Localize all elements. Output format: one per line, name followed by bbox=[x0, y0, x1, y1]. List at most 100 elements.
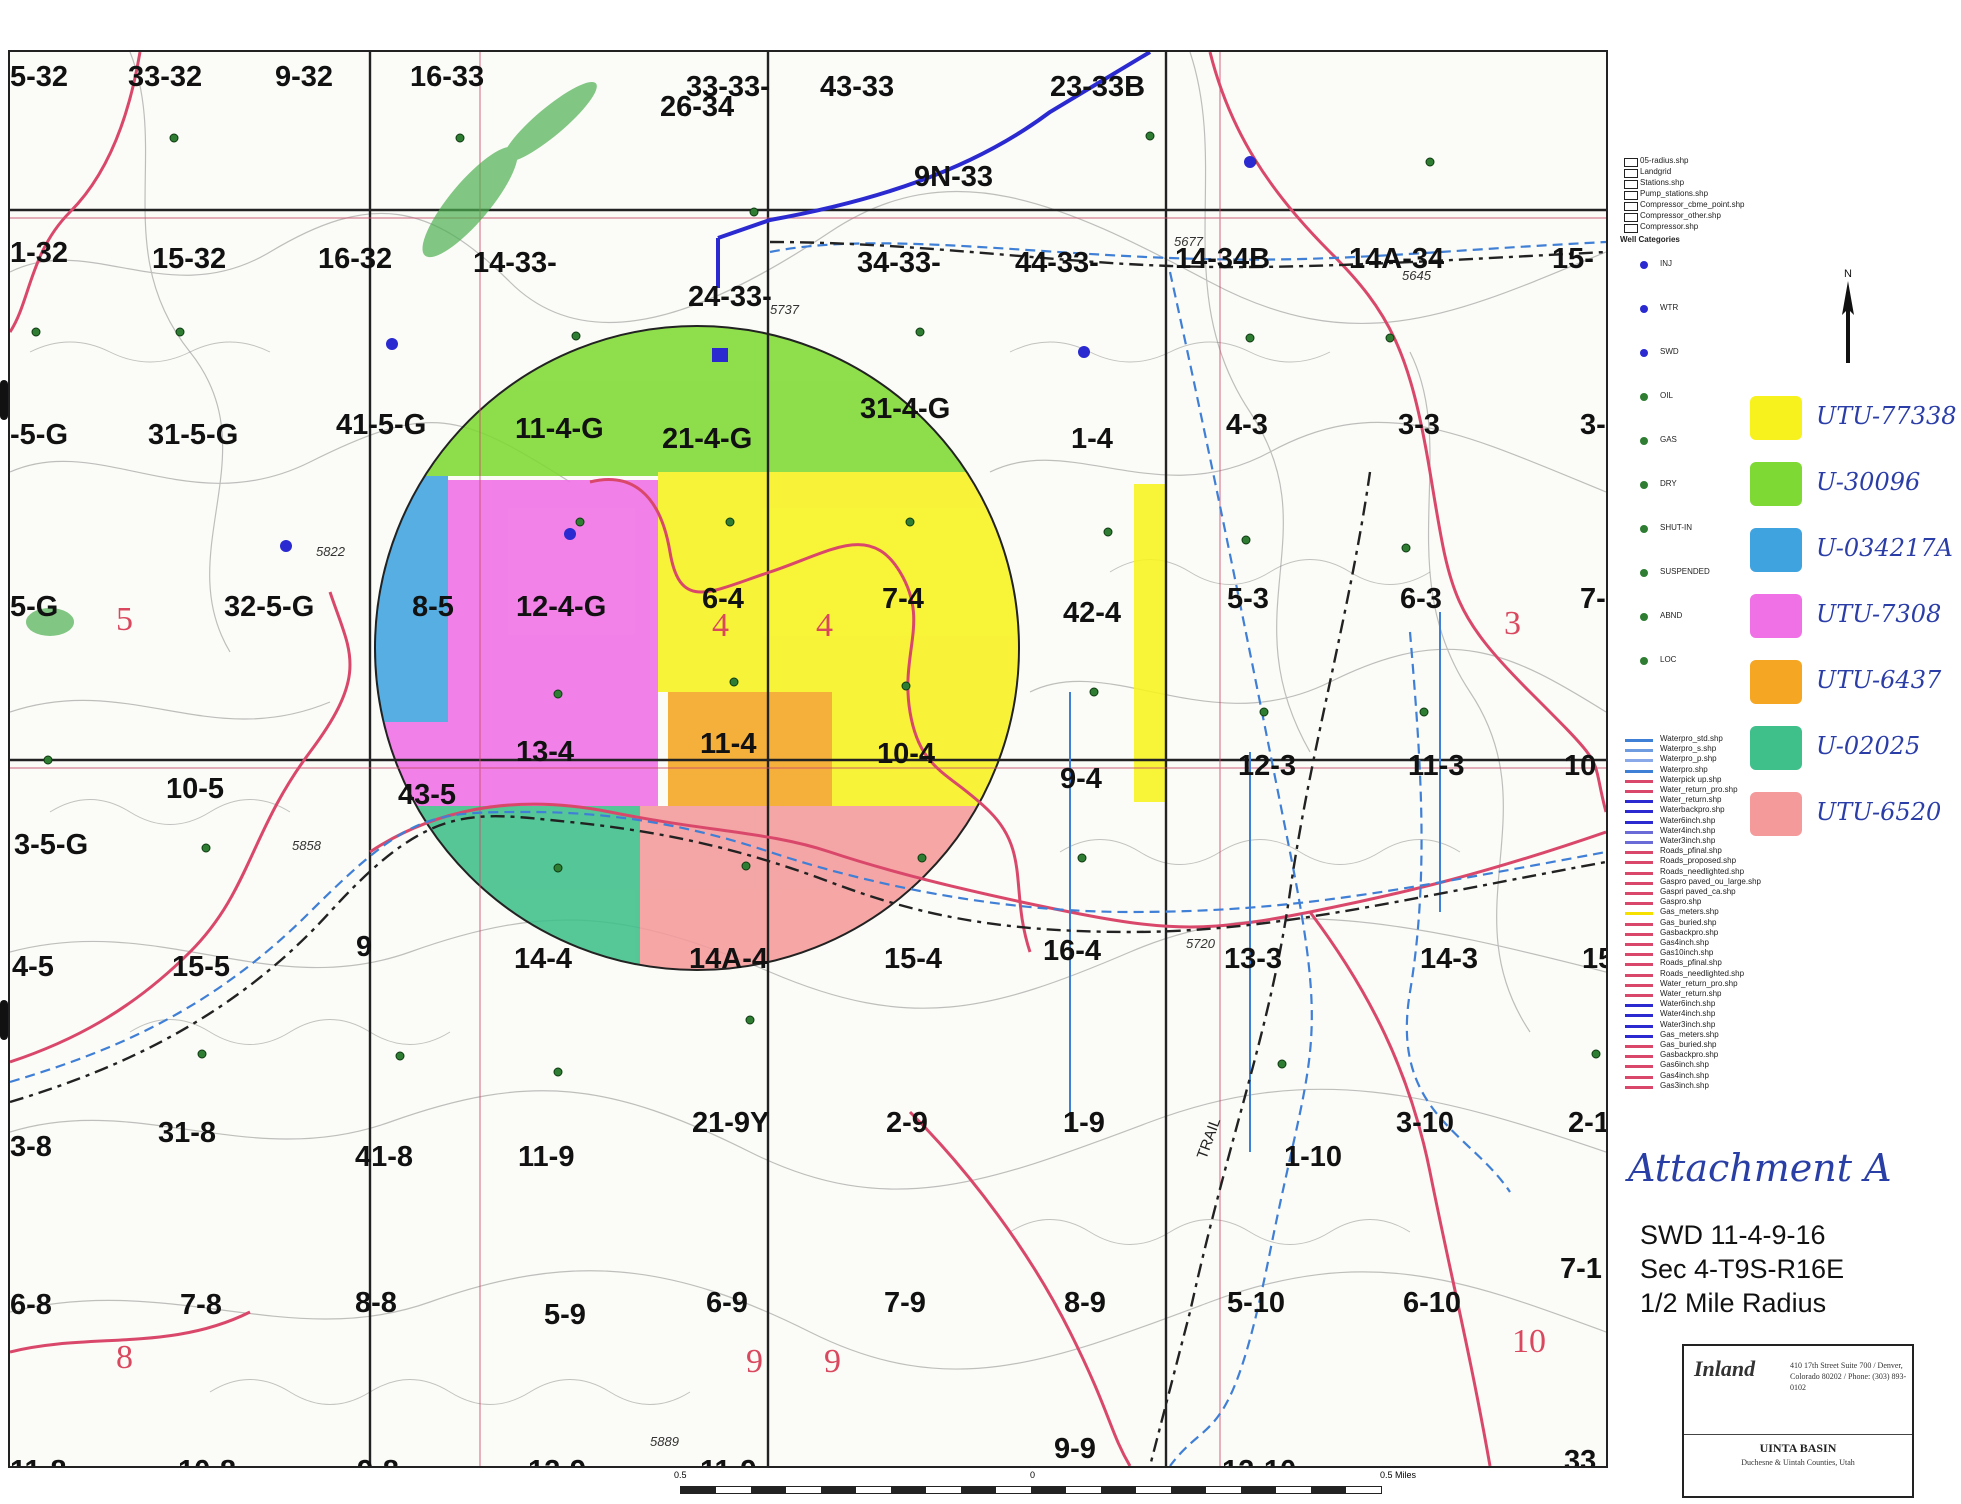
well-label: 9-4 bbox=[1060, 763, 1102, 795]
attachment-note: Attachment A bbox=[1628, 1146, 1892, 1190]
well-label: 10-4 bbox=[877, 738, 935, 770]
well-label: 33 bbox=[1564, 1445, 1596, 1466]
legend-category-symbol bbox=[1640, 657, 1648, 665]
well-label: 15-4 bbox=[884, 943, 942, 975]
well-label: -5-G bbox=[10, 419, 68, 451]
legend-swatch bbox=[1624, 191, 1638, 200]
well-label: 12-10 bbox=[1222, 1455, 1296, 1466]
legend-category-label: DRY bbox=[1660, 479, 1677, 488]
well-label: 15-32 bbox=[152, 243, 226, 275]
legend-category-label: INJ bbox=[1660, 259, 1672, 268]
legend-line-symbol bbox=[1625, 892, 1653, 895]
company-subtitle: Duchesne & Uintah Counties, Utah bbox=[1741, 1458, 1855, 1467]
lease-label: U-034217A bbox=[1816, 534, 1953, 562]
well-label: 33-32 bbox=[128, 61, 202, 93]
well-label: 6-10 bbox=[1403, 1287, 1461, 1319]
legend-line-label: Water3inch.shp bbox=[1660, 1019, 1716, 1029]
legend-line-symbol bbox=[1625, 973, 1653, 977]
legend-line-symbol bbox=[1625, 1065, 1653, 1069]
well-label: 26-34 bbox=[660, 91, 734, 123]
legend-category-symbol bbox=[1640, 305, 1648, 313]
lease-swatch bbox=[1750, 594, 1802, 638]
legend-line-label: Water_return.shp bbox=[1660, 795, 1722, 805]
legend-line-label: Roads_pfinal.shp bbox=[1660, 958, 1722, 968]
lease-shading bbox=[375, 326, 1019, 970]
quarter-grid bbox=[10, 52, 1606, 1466]
well-label: 13-3 bbox=[1224, 943, 1282, 975]
well-label: 14-4 bbox=[514, 943, 572, 975]
legend-line-label: Gaspro.shp bbox=[1660, 897, 1702, 907]
well-label: 14A-4 bbox=[689, 943, 768, 975]
legend-category-label: GAS bbox=[1660, 435, 1677, 444]
legend-category-label: OIL bbox=[1660, 391, 1673, 400]
well-label: 1-9 bbox=[1063, 1107, 1105, 1139]
legend-category-symbol bbox=[1640, 437, 1648, 445]
well-label: 5-G bbox=[10, 591, 58, 623]
lease-teal bbox=[375, 806, 640, 970]
map-canvas[interactable]: 5-32 33-32 9-32 16-33 33-33- 43-33 23-33B26-34… bbox=[10, 52, 1606, 1466]
lease-swatch bbox=[1750, 528, 1802, 572]
well-label: 13-4 bbox=[516, 736, 574, 768]
title-line-radius: 1/2 Mile Radius bbox=[1640, 1288, 1827, 1318]
well-label: 1-4 bbox=[1071, 423, 1113, 455]
well-label: 43-5 bbox=[398, 779, 456, 811]
well-label: 16-33 bbox=[410, 61, 484, 93]
well-label: 14-33- bbox=[473, 247, 557, 279]
legend-line-symbol bbox=[1625, 983, 1653, 987]
well-label: 14-34B bbox=[1175, 243, 1270, 275]
legend-line-symbol bbox=[1625, 779, 1653, 783]
well-label: 31-8 bbox=[158, 1117, 216, 1149]
well-label: 9N-33 bbox=[914, 161, 993, 193]
lease-swatch bbox=[1750, 462, 1802, 506]
well-label: 14-3 bbox=[1420, 943, 1478, 975]
elevation-label: 5737 bbox=[770, 302, 800, 317]
well-label: 8-8 bbox=[355, 1287, 397, 1319]
title-line-well: SWD 11-4-9-16 bbox=[1640, 1220, 1826, 1250]
legend-line-symbol bbox=[1625, 902, 1653, 906]
map-area[interactable]: 5-32 33-32 9-32 16-33 33-33- 43-33 23-33B 26-34… bbox=[8, 50, 1608, 1468]
section-number: 4 bbox=[712, 607, 729, 644]
legend-line-label: Gas_buried.shp bbox=[1660, 1040, 1717, 1049]
well-label: 16-32 bbox=[318, 243, 392, 275]
legend-line-symbol bbox=[1625, 1045, 1653, 1048]
title-line-section: Sec 4-T9S-R16E bbox=[1640, 1254, 1845, 1284]
elevation-label: 5889 bbox=[650, 1434, 679, 1449]
elevation-label: 5858 bbox=[292, 838, 322, 853]
legend-line-symbol bbox=[1625, 963, 1653, 967]
well-label: 41-5-G bbox=[336, 409, 426, 441]
legend-line-label: Water3inch.shp bbox=[1660, 836, 1716, 845]
legend-line-label: Gas6inch.shp bbox=[1660, 1060, 1709, 1070]
edge-mark bbox=[0, 1000, 8, 1040]
legend-line-symbol bbox=[1625, 1024, 1653, 1028]
legend-line-symbol bbox=[1625, 790, 1653, 793]
legend-line-label: Roads_needlighted.shp bbox=[1660, 968, 1745, 978]
well-label: 31-5-G bbox=[148, 419, 238, 451]
legend-line-symbol bbox=[1625, 1055, 1653, 1059]
well-label: 15 bbox=[1582, 943, 1606, 975]
scale-bar: 0.5 0 0.5 Miles bbox=[674, 1470, 1440, 1502]
lease-yellow-lower bbox=[832, 692, 1019, 806]
legend-category-label: SWD bbox=[1660, 347, 1679, 356]
legend-layer-label: Compressor.shp bbox=[1640, 222, 1699, 231]
lease-orange bbox=[668, 692, 832, 806]
well-label: 7-8 bbox=[180, 1289, 222, 1321]
well-label: 7-1 bbox=[1560, 1253, 1602, 1285]
legend-category-label: WTR bbox=[1660, 303, 1679, 312]
legend-line-label: Water_return_pro.shp bbox=[1660, 978, 1738, 988]
well-label: 11-3 bbox=[1408, 750, 1464, 782]
well-label: 7-4 bbox=[882, 583, 924, 615]
legend-line-symbol bbox=[1625, 1034, 1653, 1038]
well-label: 24-33- bbox=[688, 281, 772, 313]
well-label: 33-33- bbox=[686, 71, 770, 103]
injection-wells bbox=[280, 156, 1256, 552]
lease-swatch bbox=[1750, 660, 1802, 704]
well-label: 32-5-G bbox=[224, 591, 314, 623]
elevation-label: 5822 bbox=[316, 544, 346, 559]
legend-layer-label: Pump_stations.shp bbox=[1640, 189, 1709, 198]
legend-line-symbol bbox=[1625, 841, 1653, 844]
legend-line-symbol bbox=[1625, 820, 1653, 824]
edge-mark bbox=[0, 380, 8, 420]
legend-line-label: Waterbackpro.shp bbox=[1660, 805, 1725, 815]
well-label: 7- bbox=[1580, 583, 1606, 615]
lease-swatch bbox=[1750, 726, 1802, 770]
